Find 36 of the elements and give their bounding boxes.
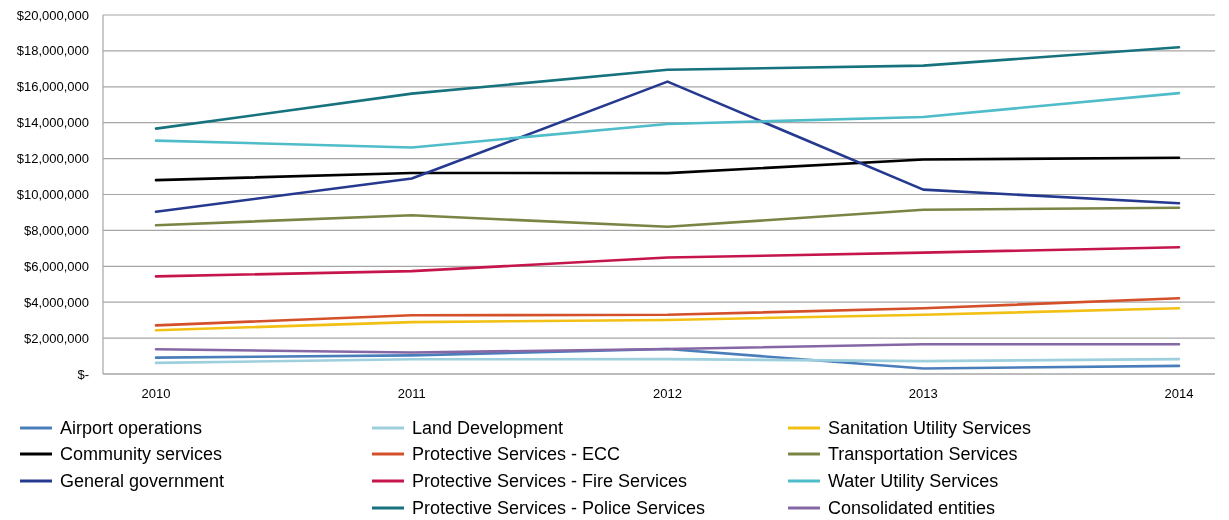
legend-label: Protective Services - Fire Services xyxy=(412,471,688,492)
line-series xyxy=(154,91,1181,149)
line-series xyxy=(154,342,1181,354)
y-tick-label: $16,000,000 xyxy=(16,79,89,95)
line-series xyxy=(154,307,1181,332)
line-series xyxy=(154,245,1181,278)
line-series xyxy=(154,156,1181,182)
y-tick-label: $18,000,000 xyxy=(16,43,89,59)
line-series xyxy=(154,206,1181,229)
y-tick-label: $14,000,000 xyxy=(16,115,89,131)
x-tick-label: 2010 xyxy=(141,385,171,401)
line-series xyxy=(154,80,1181,214)
x-tick-label: 2013 xyxy=(908,385,938,401)
y-tick-label: $8,000,000 xyxy=(23,222,89,238)
y-tick-label: $10,000,000 xyxy=(16,187,89,203)
x-tick-label: 2012 xyxy=(653,385,682,401)
y-tick-label: $6,000,000 xyxy=(23,258,89,274)
legend-label: Water Utility Services xyxy=(828,471,999,492)
legend-label: Sanitation Utility Services xyxy=(828,418,1032,439)
y-tick-label: $2,000,000 xyxy=(23,330,89,346)
y-tick-label: $20,000,000 xyxy=(16,7,89,23)
legend-label: Transportation Services xyxy=(828,444,1018,465)
line-series xyxy=(154,296,1181,327)
legend-label: Land Development xyxy=(412,418,564,439)
line-series xyxy=(154,46,1181,130)
x-tick-label: 2011 xyxy=(397,385,426,401)
y-tick-label: $12,000,000 xyxy=(16,151,89,167)
y-tick-label: $- xyxy=(77,366,89,382)
legend-label: Protective Services - Police Services xyxy=(412,498,706,519)
legend-label: General government xyxy=(60,471,225,492)
x-tick-label: 2014 xyxy=(1164,385,1194,401)
y-tick-label: $4,000,000 xyxy=(23,294,89,310)
legend-label: Community services xyxy=(60,444,223,465)
legend-label: Protective Services - ECC xyxy=(412,444,621,465)
legend-label: Consolidated entities xyxy=(828,498,996,519)
legend-label: Airport operations xyxy=(60,418,203,439)
